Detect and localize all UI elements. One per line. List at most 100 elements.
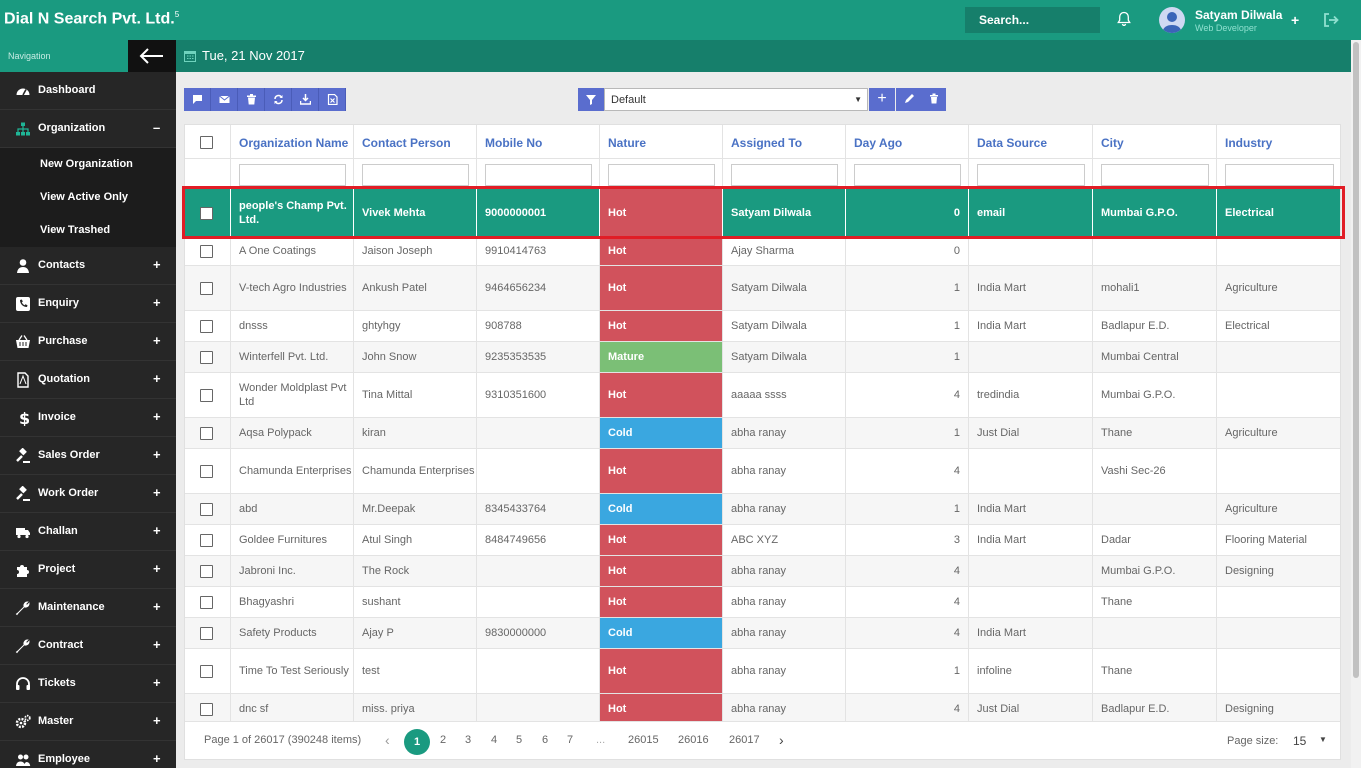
row-checkbox[interactable] — [200, 389, 213, 402]
expand-icon[interactable]: + — [153, 751, 161, 766]
submenu-view-active-only[interactable]: View Active Only — [0, 181, 176, 214]
cell-nature[interactable]: Hot — [600, 237, 723, 265]
cell-days[interactable]: 4 — [846, 449, 969, 493]
column-filter-contact[interactable] — [362, 164, 469, 186]
cell-nature[interactable]: Hot — [600, 694, 723, 724]
expand-icon[interactable]: + — [153, 561, 161, 576]
cell-city[interactable]: Dadar — [1093, 525, 1217, 555]
column-header-contact[interactable]: Contact Person — [354, 125, 477, 159]
cell-days[interactable]: 0 — [846, 237, 969, 265]
cell-org[interactable]: dnsss — [231, 311, 354, 341]
cell-contact[interactable]: kiran — [354, 418, 477, 448]
cell-contact[interactable]: Mr.Deepak — [354, 494, 477, 524]
logout-icon[interactable] — [1322, 11, 1340, 29]
cell-days[interactable]: 4 — [846, 618, 969, 648]
cell-industry[interactable]: Flooring Material — [1217, 525, 1340, 555]
column-header-mobile[interactable]: Mobile No — [477, 125, 600, 159]
cell-org[interactable]: abd — [231, 494, 354, 524]
row-checkbox[interactable] — [200, 565, 213, 578]
cell-source[interactable] — [969, 342, 1093, 372]
column-filter-assigned[interactable] — [731, 164, 838, 186]
cell-days[interactable]: 4 — [846, 556, 969, 586]
sidebar-item-contract[interactable]: Contract + — [0, 627, 176, 665]
prev-page-icon[interactable]: ‹ — [385, 732, 390, 748]
cell-mobile[interactable]: 908788 — [477, 311, 600, 341]
cell-city[interactable]: Badlapur E.D. — [1093, 311, 1217, 341]
export-excel-button[interactable] — [319, 88, 346, 111]
sidebar-item-employee[interactable]: Employee + — [0, 741, 176, 768]
cell-org[interactable]: Winterfell Pvt. Ltd. — [231, 342, 354, 372]
table-row[interactable]: Chamunda Enterprises Chamunda Enterprises… — [185, 449, 1340, 494]
cell-source[interactable] — [969, 556, 1093, 586]
sidebar-collapse-button[interactable] — [128, 40, 176, 72]
sidebar-item-organization[interactable]: Organization – — [0, 110, 176, 148]
cell-city[interactable]: Mumbai G.P.O. — [1093, 556, 1217, 586]
page-link[interactable]: 3 — [465, 734, 472, 746]
cell-assigned[interactable]: abha ranay — [723, 587, 846, 617]
app-title[interactable]: Dial N Search Pvt. Ltd.5 — [4, 10, 179, 28]
cell-source[interactable]: India Mart — [969, 525, 1093, 555]
cell-org[interactable]: Goldee Furnitures — [231, 525, 354, 555]
column-header-org[interactable]: Organization Name — [231, 125, 354, 159]
column-header-nature[interactable]: Nature — [600, 125, 723, 159]
comment-button[interactable] — [184, 88, 211, 111]
page-link[interactable]: 7 — [567, 734, 574, 746]
cell-mobile[interactable]: 9830000000 — [477, 618, 600, 648]
filter-button[interactable] — [578, 88, 604, 111]
table-row[interactable]: abd Mr.Deepak 8345433764 Cold abha ranay 1 Ind… — [185, 494, 1340, 525]
cell-contact[interactable]: miss. priya — [354, 694, 477, 724]
sidebar-item-quotation[interactable]: Quotation + — [0, 361, 176, 399]
sidebar-item-enquiry[interactable]: Enquiry + — [0, 285, 176, 323]
cell-nature[interactable]: Cold — [600, 418, 723, 448]
user-menu-plus-icon[interactable]: + — [1291, 12, 1300, 28]
sidebar-item-tickets[interactable]: Tickets + — [0, 665, 176, 703]
cell-mobile[interactable]: 8345433764 — [477, 494, 600, 524]
cell-source[interactable]: tredindia — [969, 373, 1093, 417]
cell-org[interactable]: Jabroni Inc. — [231, 556, 354, 586]
cell-days[interactable]: 4 — [846, 373, 969, 417]
add-view-button[interactable]: + — [869, 88, 895, 111]
cell-mobile[interactable] — [477, 694, 600, 724]
cell-contact[interactable]: Chamunda Enterprises — [354, 449, 477, 493]
sidebar-item-invoice[interactable]: $ Invoice + — [0, 399, 176, 437]
cell-nature[interactable]: Hot — [600, 556, 723, 586]
row-checkbox[interactable] — [200, 245, 213, 258]
cell-contact[interactable]: sushant — [354, 587, 477, 617]
table-row[interactable]: Goldee Furnitures Atul Singh 8484749656 Hot… — [185, 525, 1340, 556]
sidebar-item-challan[interactable]: Challan + — [0, 513, 176, 551]
expand-icon[interactable]: + — [153, 713, 161, 728]
refresh-button[interactable] — [265, 88, 292, 111]
page-link[interactable]: 2 — [440, 734, 447, 746]
page-link[interactable]: 4 — [491, 734, 498, 746]
cell-days[interactable]: 0 — [846, 189, 969, 236]
row-checkbox[interactable] — [200, 703, 213, 716]
page-ellipsis[interactable]: ... — [596, 734, 606, 746]
view-select[interactable]: Default ▼ — [604, 88, 868, 111]
column-filter-days[interactable] — [854, 164, 961, 186]
expand-icon[interactable]: + — [153, 257, 161, 272]
cell-source[interactable]: email — [969, 189, 1093, 236]
user-name[interactable]: Satyam Dilwala — [1195, 8, 1283, 22]
cell-contact[interactable]: Ankush Patel — [354, 266, 477, 310]
cell-mobile[interactable] — [477, 649, 600, 693]
cell-source[interactable]: India Mart — [969, 311, 1093, 341]
edit-view-button[interactable] — [896, 88, 922, 111]
expand-icon[interactable]: + — [153, 485, 161, 500]
cell-industry[interactable]: Electrical — [1217, 189, 1340, 236]
cell-city[interactable]: Vashi Sec-26 — [1093, 449, 1217, 493]
cell-industry[interactable]: Electrical — [1217, 311, 1340, 341]
mail-button[interactable] — [211, 88, 238, 111]
cell-mobile[interactable]: 9000000001 — [477, 189, 600, 236]
cell-source[interactable]: India Mart — [969, 618, 1093, 648]
cell-city[interactable]: Badlapur E.D. — [1093, 694, 1217, 724]
cell-source[interactable]: Just Dial — [969, 418, 1093, 448]
sidebar-item-work-order[interactable]: Work Order + — [0, 475, 176, 513]
page-scrollbar-thumb[interactable] — [1353, 42, 1359, 678]
cell-assigned[interactable]: abha ranay — [723, 618, 846, 648]
cell-assigned[interactable]: abha ranay — [723, 418, 846, 448]
cell-org[interactable]: Wonder Moldplast Pvt Ltd — [231, 373, 354, 417]
cell-assigned[interactable]: Satyam Dilwala — [723, 342, 846, 372]
cell-industry[interactable] — [1217, 237, 1340, 265]
row-checkbox[interactable] — [200, 596, 213, 609]
cell-city[interactable]: Mumbai G.P.O. — [1093, 189, 1217, 236]
